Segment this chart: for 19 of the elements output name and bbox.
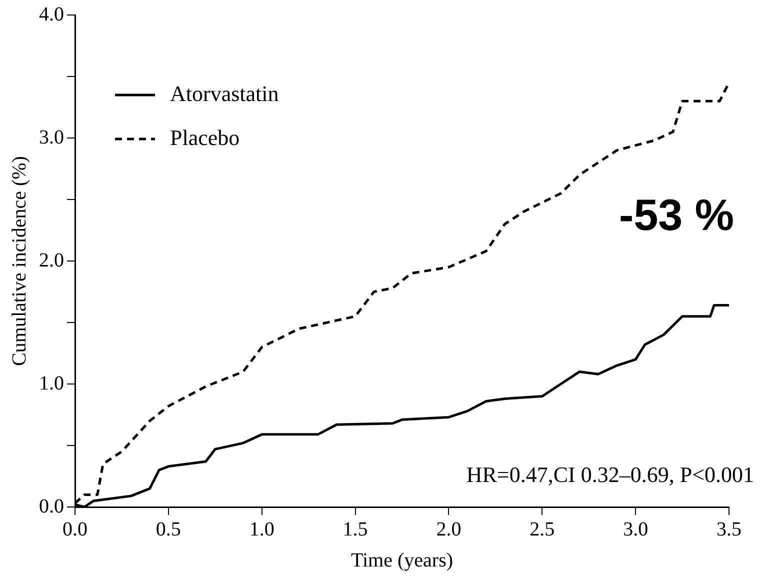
x-tick-label: 2.5 [530,518,555,540]
y-tick-label: 0.0 [39,495,64,518]
x-tick-label: 1.5 [342,518,368,540]
x-tick-label: 0.5 [156,518,181,540]
x-tick-label: 3.5 [716,518,742,540]
x-tick-label: 0.0 [62,518,88,540]
x-tick-label: 2.0 [436,518,462,540]
annotation: -53 % [619,191,734,240]
annotation: HR=0.47,CI 0.32–0.69, P<0.001 [466,462,754,487]
x-axis-title: Time (years) [350,549,454,572]
y-axis-title: Cumulative incidence (%) [8,156,30,366]
legend-label: Atorvastatin [170,80,279,106]
y-tick-label: 1.0 [39,372,64,394]
x-tick-label: 3.0 [623,518,648,540]
y-tick-label: 3.0 [39,126,64,148]
x-tick-label: 1.0 [249,518,274,540]
legend-label: Placebo [170,124,240,150]
y-tick-label: 2.0 [39,249,64,272]
y-tick-label: 4.0 [39,3,64,26]
